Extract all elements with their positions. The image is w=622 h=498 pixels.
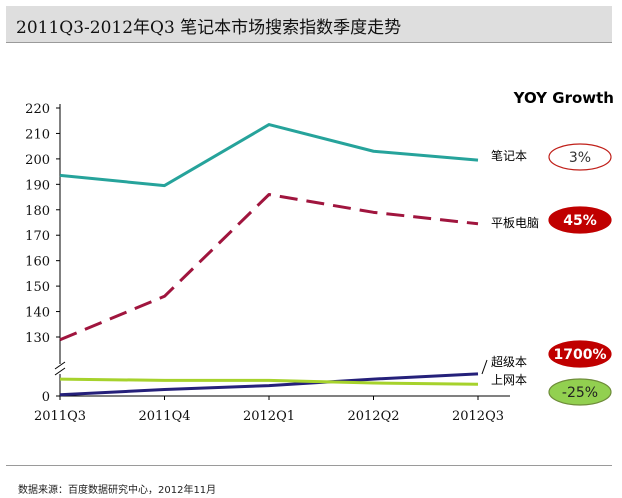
- y-tick-label: 180: [25, 204, 50, 219]
- title-bar: 2011Q3-2012年Q3 笔记本市场搜索指数季度走势: [6, 6, 612, 42]
- y-tick-label: 140: [25, 306, 50, 321]
- y-tick-label: 160: [25, 255, 50, 270]
- data-source: 数据来源：百度数据研究中心，2012年11月: [18, 485, 217, 496]
- series-line-tablet: [59, 193, 479, 342]
- yoy-value-ultrabook: 1700%: [554, 347, 607, 363]
- series-label-notebook: 笔记本: [491, 148, 527, 163]
- chart-title: 2011Q3-2012年Q3 笔记本市场搜索指数季度走势: [16, 18, 402, 38]
- series-label-tablet: 平板电脑: [491, 216, 539, 230]
- source-divider: [6, 465, 612, 466]
- ultrabook-leader-line: [481, 359, 488, 375]
- yoy-value-notebook: 3%: [569, 150, 591, 166]
- y-tick-label: 170: [25, 229, 50, 244]
- x-tick-label: 2012Q3: [452, 409, 504, 424]
- series-line-netbook: [59, 377, 479, 386]
- y-tick-label: 130: [25, 331, 50, 346]
- yoy-badge-tablet: [548, 206, 612, 234]
- yoy-growth-title: YOY Growth: [513, 89, 614, 107]
- yoy-badge-notebook: [548, 143, 612, 171]
- x-tick-label: 2012Q2: [347, 409, 399, 424]
- yoy-badge-netbook: [548, 378, 612, 406]
- x-tick-label: 2011Q4: [138, 409, 190, 424]
- x-tick-label: 2011Q3: [34, 409, 86, 424]
- yoy-value-tablet: 45%: [563, 213, 597, 229]
- y-tick-label: 150: [25, 280, 50, 295]
- y-tick-label: 200: [25, 153, 50, 168]
- yoy-badge-ultrabook: [548, 340, 612, 368]
- y-tick-label: 220: [25, 102, 50, 117]
- yoy-value-netbook: -25%: [562, 385, 598, 401]
- axis-break-mark: [54, 367, 66, 376]
- series-line-notebook: [59, 123, 479, 188]
- y-tick-label: 210: [25, 127, 50, 142]
- y-tick-label: 0: [42, 390, 50, 405]
- axis-break-mark: [54, 361, 66, 370]
- y-tick-label: 190: [25, 178, 50, 193]
- series-label-ultrabook: 超级本: [491, 354, 527, 369]
- x-tick-label: 2012Q1: [243, 409, 295, 424]
- series-label-netbook: 上网本: [491, 373, 527, 387]
- title-divider: [6, 42, 612, 43]
